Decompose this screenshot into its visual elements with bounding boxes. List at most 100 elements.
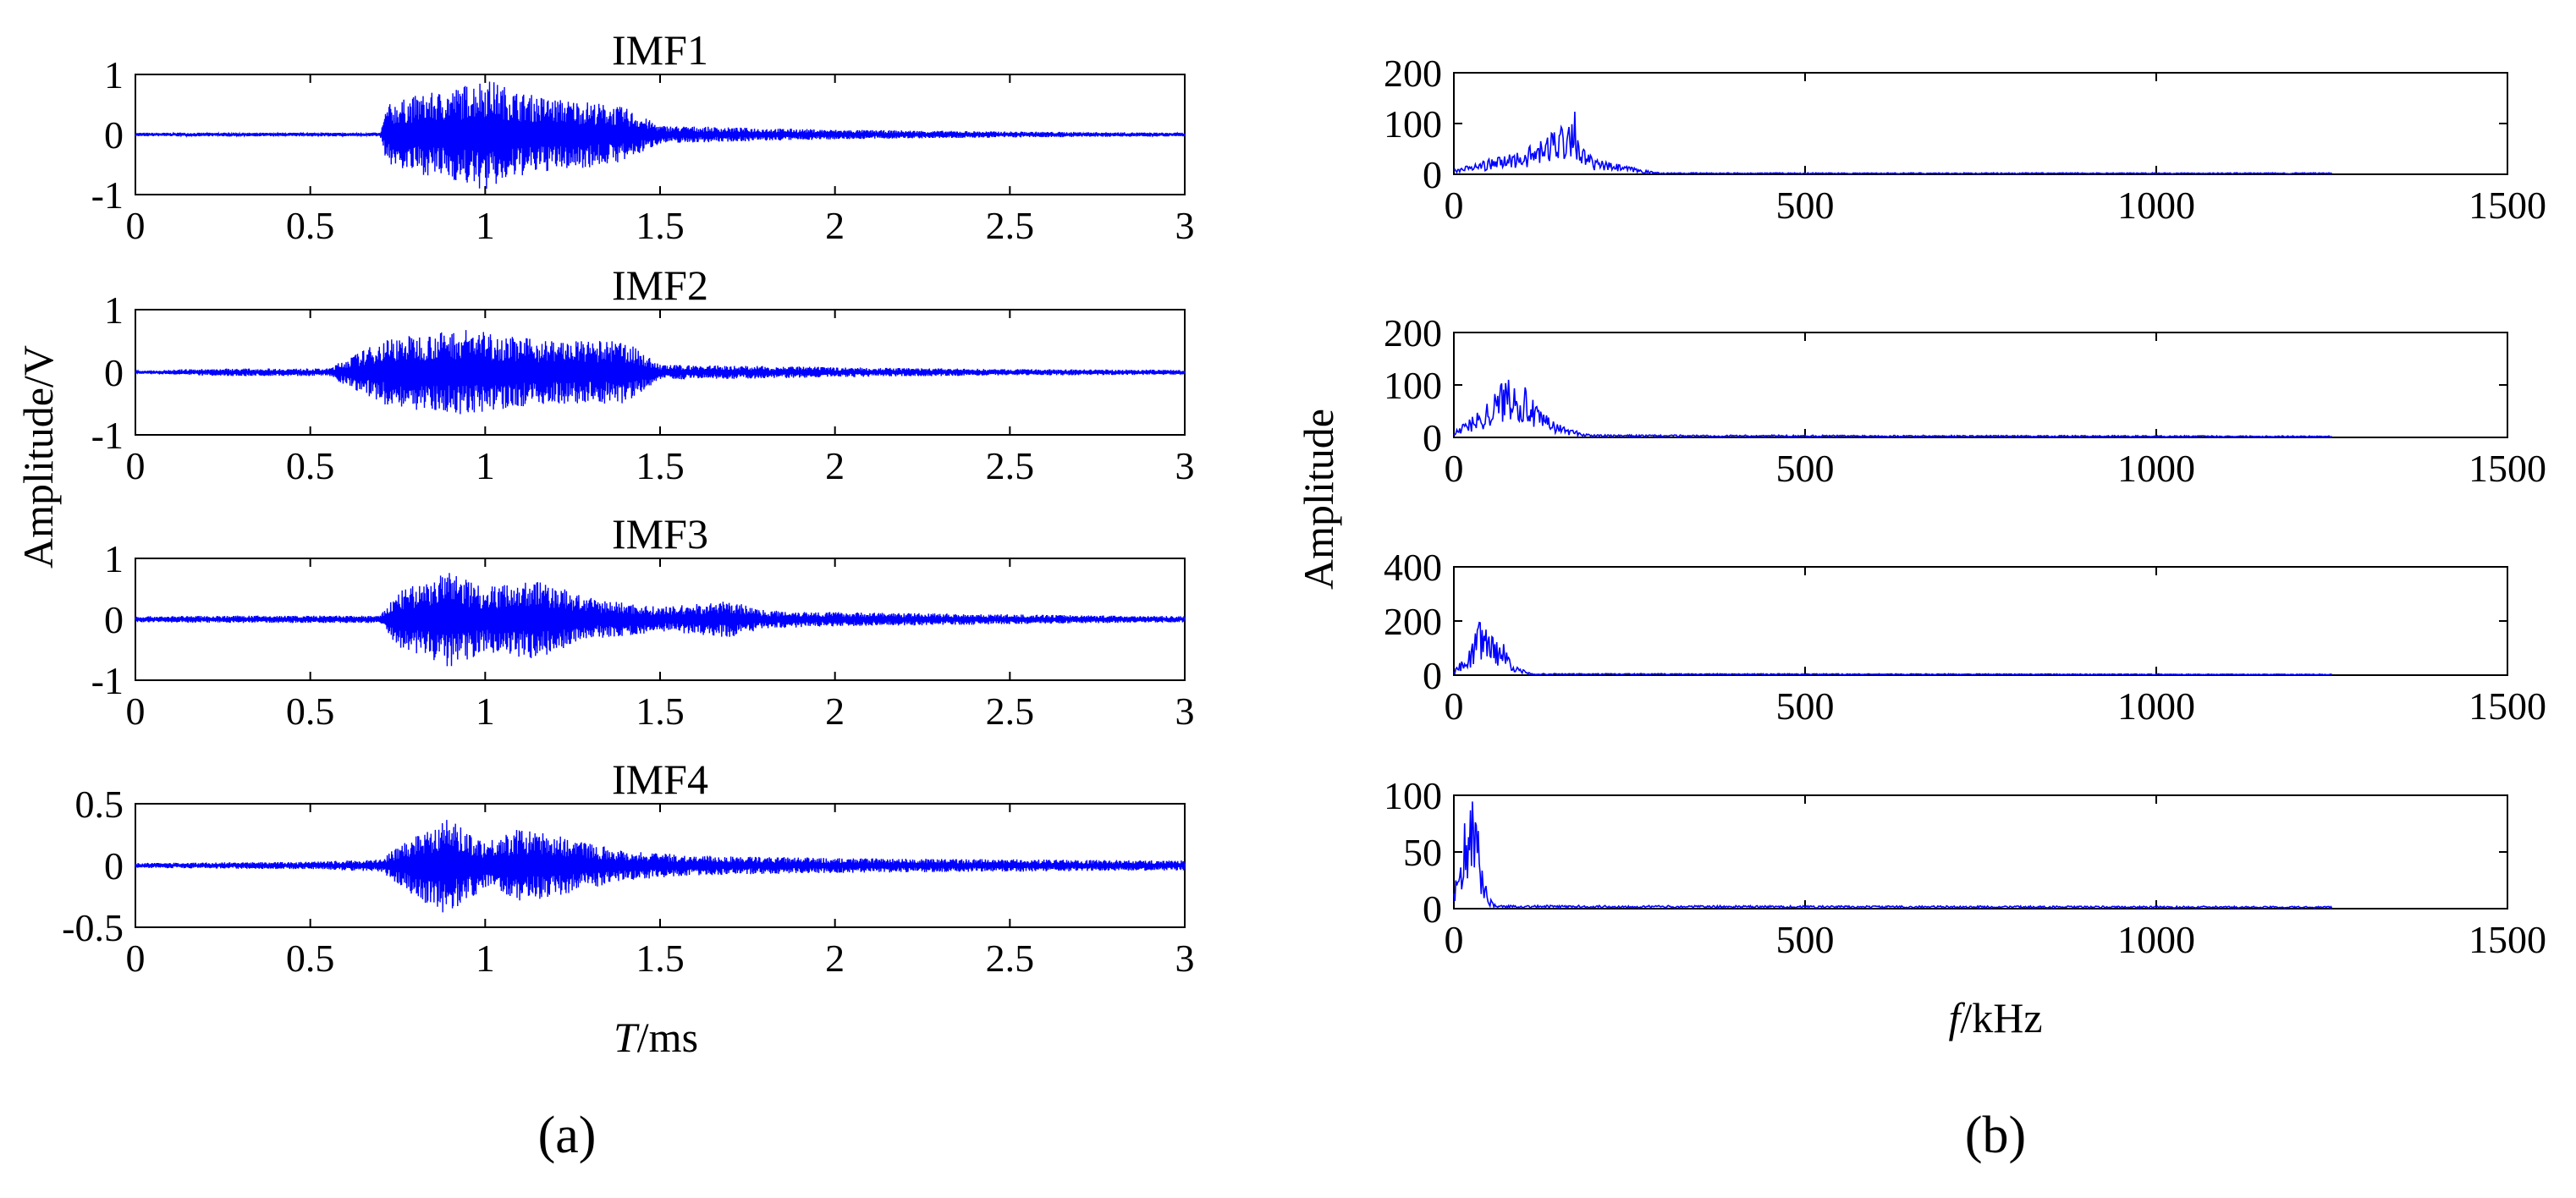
subplot-title: IMF3 bbox=[612, 510, 708, 558]
x-tick-label: 0 bbox=[126, 204, 146, 247]
panel-a-label: (a) bbox=[538, 1107, 597, 1164]
y-tick-label: 1 bbox=[104, 289, 124, 332]
x-tick-label: 500 bbox=[1776, 447, 1835, 490]
x-tick-label: 2.5 bbox=[986, 937, 1035, 980]
x-tick-label: 1 bbox=[476, 444, 495, 487]
y-tick-label: 0 bbox=[1423, 416, 1442, 459]
panel-a-x-axis-label: T/ms bbox=[614, 1014, 698, 1061]
panel-b-x-axis-unit: /kHz bbox=[1960, 994, 2042, 1041]
series-line-b2 bbox=[1453, 379, 2332, 438]
subplot-title: IMF2 bbox=[612, 261, 708, 309]
axes-frame bbox=[1453, 794, 2508, 909]
series-line-a3 bbox=[135, 573, 1186, 667]
x-tick-label: 1 bbox=[476, 690, 495, 733]
x-tick-label: 0 bbox=[1445, 447, 1464, 490]
x-tick-label: 0 bbox=[1445, 184, 1464, 227]
y-tick-label: 50 bbox=[1403, 831, 1442, 874]
x-tick-label: 3 bbox=[1175, 937, 1195, 980]
x-tick-label: 1500 bbox=[2469, 684, 2546, 728]
x-tick-label: 0 bbox=[1445, 684, 1464, 728]
y-tick-label: 100 bbox=[1384, 774, 1442, 817]
x-tick-label: 3 bbox=[1175, 444, 1195, 487]
panel-b-label: (b) bbox=[1965, 1107, 2026, 1164]
y-tick-label: 1 bbox=[104, 537, 124, 580]
x-tick-label: 1000 bbox=[2117, 918, 2195, 961]
series-line-b1 bbox=[1453, 111, 2332, 175]
y-tick-label: 0 bbox=[104, 113, 124, 157]
y-tick-label: 0 bbox=[1423, 153, 1442, 196]
x-tick-label: 0 bbox=[1445, 918, 1464, 961]
x-tick-label: 1.5 bbox=[636, 204, 685, 247]
y-tick-label: 1 bbox=[104, 53, 124, 96]
x-tick-label: 1 bbox=[476, 204, 495, 247]
x-tick-label: 0.5 bbox=[286, 444, 335, 487]
series-line-b3 bbox=[1453, 621, 2332, 676]
subplot-title: IMF4 bbox=[612, 756, 708, 803]
y-tick-label: 0 bbox=[1423, 654, 1442, 697]
x-tick-label: 0 bbox=[126, 937, 146, 980]
panel-a-x-axis-variable: T bbox=[614, 1014, 640, 1061]
x-tick-label: 500 bbox=[1776, 918, 1835, 961]
axes-frame bbox=[1453, 332, 2508, 438]
panel-b-y-axis-label: Amplitude bbox=[1295, 409, 1342, 590]
x-tick-label: 2 bbox=[825, 937, 845, 980]
y-tick-label: 100 bbox=[1384, 102, 1442, 146]
axes-frame bbox=[1453, 72, 2508, 175]
y-tick-label: 0 bbox=[1423, 888, 1442, 931]
y-tick-label: 0 bbox=[104, 598, 124, 641]
x-tick-label: 1 bbox=[476, 937, 495, 980]
x-tick-label: 3 bbox=[1175, 204, 1195, 247]
x-tick-label: 0 bbox=[126, 690, 146, 733]
panel-a-x-axis-unit: /ms bbox=[637, 1014, 698, 1061]
y-tick-label: 200 bbox=[1384, 600, 1442, 643]
panel-b-x-axis-label: f/kHz bbox=[1948, 994, 2042, 1041]
series-line-b4 bbox=[1453, 801, 2333, 909]
x-tick-label: 1000 bbox=[2117, 447, 2195, 490]
y-tick-label: -0.5 bbox=[62, 906, 124, 949]
x-tick-label: 1500 bbox=[2469, 918, 2546, 961]
x-tick-label: 0.5 bbox=[286, 204, 335, 247]
y-tick-label: 100 bbox=[1384, 364, 1442, 407]
y-tick-label: 400 bbox=[1384, 546, 1442, 589]
x-tick-label: 0.5 bbox=[286, 690, 335, 733]
x-tick-label: 1500 bbox=[2469, 447, 2546, 490]
y-tick-label: 200 bbox=[1384, 52, 1442, 95]
x-tick-label: 1.5 bbox=[636, 937, 685, 980]
x-tick-label: 1500 bbox=[2469, 184, 2546, 227]
x-tick-label: 0 bbox=[126, 444, 146, 487]
subplot-title: IMF1 bbox=[612, 26, 708, 74]
y-tick-label: 0 bbox=[104, 351, 124, 394]
axes-frame bbox=[1453, 566, 2508, 676]
panel-a-y-axis-label: Amplitude/V bbox=[14, 345, 62, 569]
x-tick-label: 500 bbox=[1776, 184, 1835, 227]
x-tick-label: 3 bbox=[1175, 690, 1195, 733]
series-line-a1 bbox=[135, 81, 1186, 190]
x-tick-label: 1000 bbox=[2117, 184, 2195, 227]
x-tick-label: 1.5 bbox=[636, 444, 685, 487]
y-tick-label: 0.5 bbox=[75, 783, 124, 826]
series-line-a2 bbox=[135, 330, 1186, 415]
series-line-a4 bbox=[135, 820, 1186, 913]
y-tick-label: -1 bbox=[91, 414, 124, 457]
x-tick-label: 1.5 bbox=[636, 690, 685, 733]
x-tick-label: 2 bbox=[825, 690, 845, 733]
x-tick-label: 0.5 bbox=[286, 937, 335, 980]
x-tick-label: 2 bbox=[825, 444, 845, 487]
y-tick-label: -1 bbox=[91, 173, 124, 217]
x-tick-label: 2.5 bbox=[986, 204, 1035, 247]
x-tick-label: 2 bbox=[825, 204, 845, 247]
y-tick-label: 0 bbox=[104, 844, 124, 888]
y-tick-label: -1 bbox=[91, 659, 124, 702]
x-tick-label: 2.5 bbox=[986, 444, 1035, 487]
x-tick-label: 1000 bbox=[2117, 684, 2195, 728]
